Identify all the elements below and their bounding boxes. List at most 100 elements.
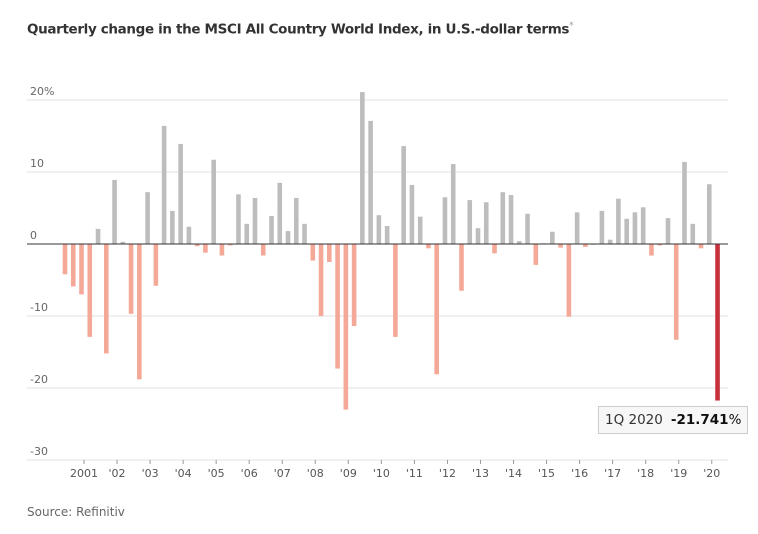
- bar: [227, 244, 233, 246]
- bar: [607, 239, 613, 244]
- bar: [665, 218, 671, 244]
- bar: [698, 244, 704, 249]
- bar: [244, 223, 250, 244]
- y-tick-label: 20%: [30, 85, 54, 98]
- x-tick-label: '07: [274, 467, 291, 480]
- highlight-tooltip: 1Q 2020 -21.741%: [598, 406, 749, 434]
- bar: [120, 241, 126, 244]
- bar: [318, 244, 324, 316]
- x-tick-label: '06: [241, 467, 258, 480]
- bar: [533, 244, 539, 265]
- bar: [252, 197, 258, 244]
- bar: [442, 197, 448, 244]
- x-tick-label: '10: [373, 467, 390, 480]
- bar: [401, 146, 406, 244]
- highlight-bar: [715, 244, 720, 401]
- x-tick-label: '18: [637, 467, 654, 480]
- bar: [690, 223, 696, 244]
- x-tick-label: '15: [538, 467, 555, 480]
- bar: [236, 194, 241, 244]
- bar: [434, 244, 439, 375]
- bar: [87, 244, 93, 337]
- bar: [128, 244, 134, 314]
- bar: [508, 195, 514, 244]
- bar: [393, 244, 398, 337]
- bar: [624, 218, 629, 244]
- bar: [640, 207, 646, 244]
- bar: [302, 223, 307, 244]
- x-tick-label: '16: [571, 467, 588, 480]
- x-tick-label: '04: [175, 467, 192, 480]
- x-tick-label: '20: [703, 467, 720, 480]
- bar: [260, 244, 266, 256]
- bar: [62, 244, 68, 275]
- bar: [104, 244, 109, 354]
- bar: [194, 244, 200, 247]
- tooltip-unit: %: [728, 412, 742, 428]
- bar: [525, 213, 530, 244]
- bar: [649, 244, 654, 256]
- bar: [483, 202, 489, 244]
- bar: [550, 231, 555, 244]
- bar: [293, 197, 299, 244]
- x-tick-label: '17: [604, 467, 621, 480]
- bar: [558, 244, 563, 248]
- bar: [145, 192, 150, 244]
- bar: [467, 200, 473, 244]
- bar: [161, 125, 167, 244]
- x-tick-label: '12: [439, 467, 456, 480]
- bar: [583, 244, 588, 247]
- bar: [186, 226, 192, 244]
- bar: [277, 182, 283, 244]
- bar: [343, 244, 349, 410]
- bar: [211, 159, 216, 244]
- bar: [417, 216, 423, 244]
- tooltip-period: 1Q 2020: [605, 412, 663, 428]
- y-tick-label: 0: [30, 229, 37, 242]
- bar: [599, 210, 605, 244]
- bar: [450, 164, 456, 244]
- x-tick-label: '08: [307, 467, 324, 480]
- bar: [459, 244, 464, 291]
- x-tick-label: '05: [208, 467, 225, 480]
- bar: [673, 244, 679, 340]
- bar: [616, 198, 621, 244]
- chart-title: Quarterly change in the MSCI All Country…: [27, 21, 574, 38]
- chart-title-text: Quarterly change in the MSCI All Country…: [27, 21, 570, 38]
- bar: [657, 244, 663, 246]
- bar: [70, 244, 76, 287]
- x-tick-label: '11: [406, 467, 423, 480]
- bar: [112, 179, 117, 244]
- bar: [351, 244, 357, 327]
- bar: [706, 184, 712, 244]
- y-tick-label: -10: [30, 301, 48, 314]
- x-tick-label: 2001: [70, 467, 98, 480]
- x-tick-label: '09: [340, 467, 357, 480]
- bar: [574, 212, 580, 244]
- x-tick-label: '14: [505, 467, 522, 480]
- tooltip-value: -21.741: [670, 412, 729, 428]
- y-tick-label: -20: [30, 373, 48, 386]
- x-tick-label: '03: [142, 467, 159, 480]
- bar: [335, 244, 340, 369]
- bar: [492, 244, 497, 254]
- bar: [219, 244, 225, 256]
- bar: [384, 226, 390, 244]
- bar: [327, 244, 332, 262]
- bar: [170, 210, 175, 244]
- bar: [285, 231, 291, 244]
- bar: [409, 184, 415, 244]
- bar: [376, 215, 382, 244]
- bar: [566, 244, 572, 317]
- bar: [137, 244, 142, 380]
- bar: [517, 241, 522, 244]
- bar: [682, 161, 687, 244]
- bar: [360, 92, 365, 244]
- x-tick-label: '19: [670, 467, 687, 480]
- x-tick-label: '02: [109, 467, 126, 480]
- title-footnote-marker: *: [569, 21, 574, 31]
- bar: [79, 244, 84, 295]
- y-tick-label: -30: [30, 445, 48, 458]
- bar: [95, 228, 101, 244]
